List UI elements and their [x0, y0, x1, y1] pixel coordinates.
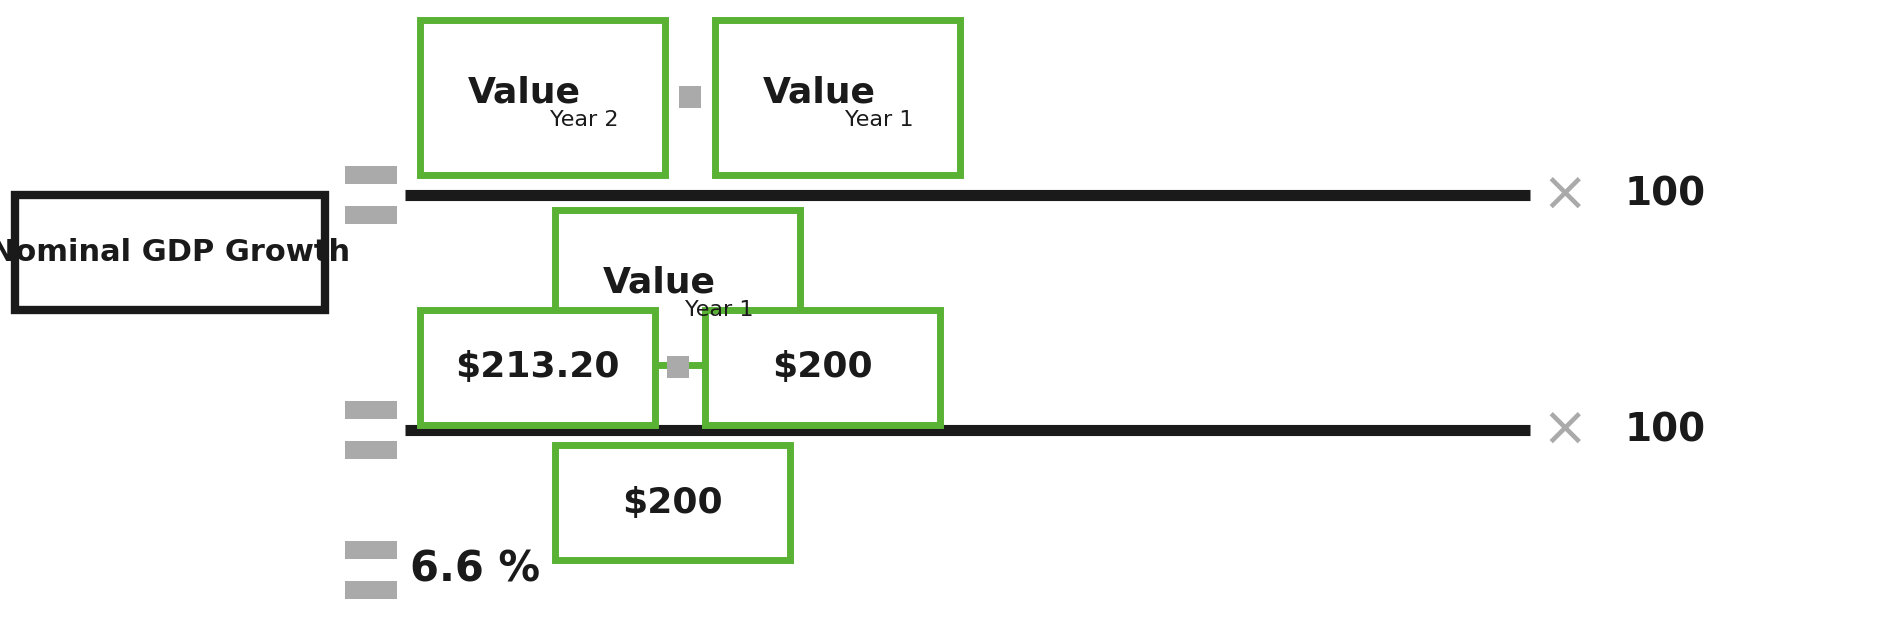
Text: Value: Value [603, 265, 716, 299]
Text: Year 1: Year 1 [685, 299, 754, 320]
Text: Nominal GDP Growth: Nominal GDP Growth [0, 238, 350, 267]
Text: Year 1: Year 1 [845, 109, 913, 130]
Bar [679, 86, 700, 108]
Text: $200: $200 [622, 486, 723, 520]
Bar [344, 581, 398, 599]
Text: Value: Value [763, 75, 875, 109]
Text: ×: × [1541, 403, 1589, 457]
Bar [421, 20, 664, 175]
Bar [15, 195, 325, 310]
Bar [344, 206, 398, 224]
Text: Year 2: Year 2 [550, 109, 618, 130]
Bar [344, 541, 398, 559]
Bar [344, 401, 398, 419]
Bar [344, 441, 398, 459]
Text: 100: 100 [1625, 176, 1707, 214]
Text: $200: $200 [773, 350, 873, 384]
Bar [344, 166, 398, 184]
Bar [704, 310, 940, 425]
Text: $213.20: $213.20 [455, 350, 620, 384]
Bar [666, 356, 689, 378]
Text: ×: × [1541, 168, 1589, 222]
Bar [556, 210, 799, 365]
Text: 6.6 %: 6.6 % [409, 549, 540, 591]
Bar [556, 445, 790, 560]
Text: 100: 100 [1625, 411, 1707, 449]
Bar [716, 20, 959, 175]
Text: Value: Value [468, 75, 580, 109]
Bar [421, 310, 655, 425]
